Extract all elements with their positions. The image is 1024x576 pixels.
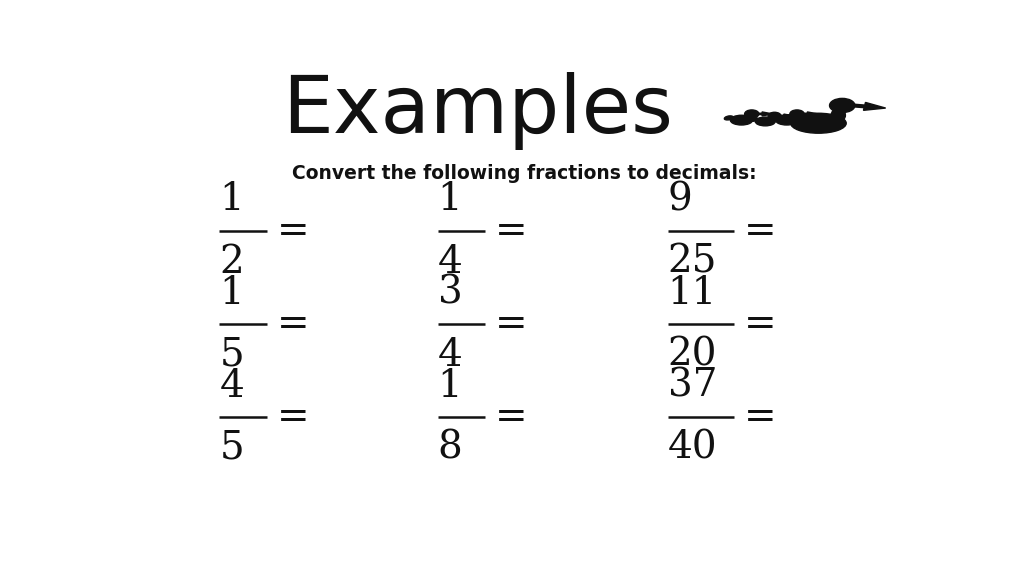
Ellipse shape — [756, 117, 775, 126]
Ellipse shape — [779, 115, 795, 123]
Text: 5: 5 — [219, 430, 244, 467]
Text: 20: 20 — [668, 337, 717, 374]
Ellipse shape — [730, 115, 753, 125]
Ellipse shape — [770, 116, 778, 120]
Text: 4: 4 — [437, 244, 463, 281]
FancyArrow shape — [853, 103, 886, 111]
Text: =: = — [743, 306, 776, 343]
Text: 4: 4 — [219, 367, 244, 405]
FancyArrow shape — [803, 112, 818, 116]
Text: =: = — [743, 213, 776, 249]
FancyArrow shape — [758, 112, 773, 116]
Circle shape — [768, 112, 781, 119]
Text: 1: 1 — [437, 367, 462, 405]
Text: =: = — [276, 213, 309, 249]
Text: 4: 4 — [437, 337, 463, 374]
Text: 40: 40 — [668, 430, 717, 467]
Text: =: = — [743, 399, 776, 436]
Text: =: = — [495, 399, 527, 436]
Text: =: = — [495, 306, 527, 343]
Ellipse shape — [831, 109, 846, 122]
Text: 1: 1 — [219, 275, 244, 312]
Text: Convert the following fractions to decimals:: Convert the following fractions to decim… — [293, 164, 757, 183]
Ellipse shape — [791, 113, 846, 133]
Ellipse shape — [724, 116, 733, 120]
Text: 2: 2 — [219, 244, 244, 281]
Text: Examples: Examples — [282, 72, 673, 150]
Text: 1: 1 — [437, 181, 462, 218]
Ellipse shape — [775, 115, 798, 125]
Text: =: = — [495, 213, 527, 249]
Text: 5: 5 — [219, 337, 244, 374]
Text: 9: 9 — [668, 181, 692, 218]
Text: 8: 8 — [437, 430, 462, 467]
Text: 37: 37 — [668, 367, 717, 405]
Circle shape — [829, 98, 855, 112]
FancyArrow shape — [779, 114, 794, 118]
Text: =: = — [276, 306, 309, 343]
Ellipse shape — [750, 118, 758, 122]
Text: 25: 25 — [668, 244, 717, 281]
Text: 11: 11 — [668, 275, 717, 312]
Text: 1: 1 — [219, 181, 244, 218]
Text: 3: 3 — [437, 275, 462, 312]
Circle shape — [744, 110, 759, 118]
Circle shape — [790, 110, 804, 118]
Text: =: = — [276, 399, 309, 436]
